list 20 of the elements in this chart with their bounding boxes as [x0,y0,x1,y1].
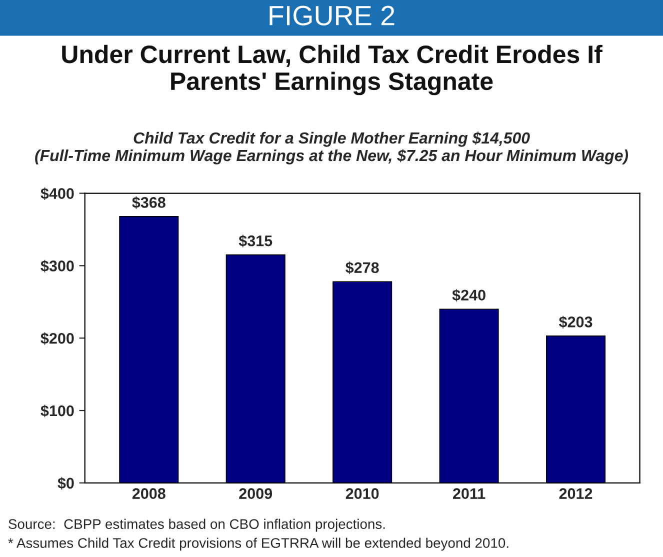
y-tick-label: $200 [40,332,74,345]
data-label: $278 [346,262,379,274]
x-tick-label: 2011 [453,488,486,499]
x-tick-label: 2009 [239,488,272,499]
y-tick-label: $0 [58,477,74,490]
source-note: Source: CBPP estimates based on CBO inflation projections. [8,518,385,532]
chart-subtitle: Child Tax Credit for a Single Mother Earning $14,500 (Full-Time Minimum Wage Earnings at the New, $7.25 an Hour Minimum Wage) [35,132,628,164]
data-label: $240 [452,289,486,302]
x-tick-label: 2008 [132,488,166,499]
data-label: $315 [238,234,272,248]
caption: FIGURE 2 [270,6,394,26]
x-tick-label: 2010 [346,488,379,499]
text: * Assumes Child Tax Credit provisions of EGTRRA will be extended beyond 2010. [8,538,508,551]
data-label: $368 [132,196,166,209]
y-tick-label: $100 [40,404,74,418]
chart-title: Under Current Law, Child Tax Credit Erodes If Parents' Earnings Stagnate [62,44,602,96]
data-label: $203 [558,316,592,328]
y-tick-label: $400 [40,187,74,200]
x-tick-label: 2012 [559,488,592,499]
y-tick-label: $300 [40,260,74,272]
